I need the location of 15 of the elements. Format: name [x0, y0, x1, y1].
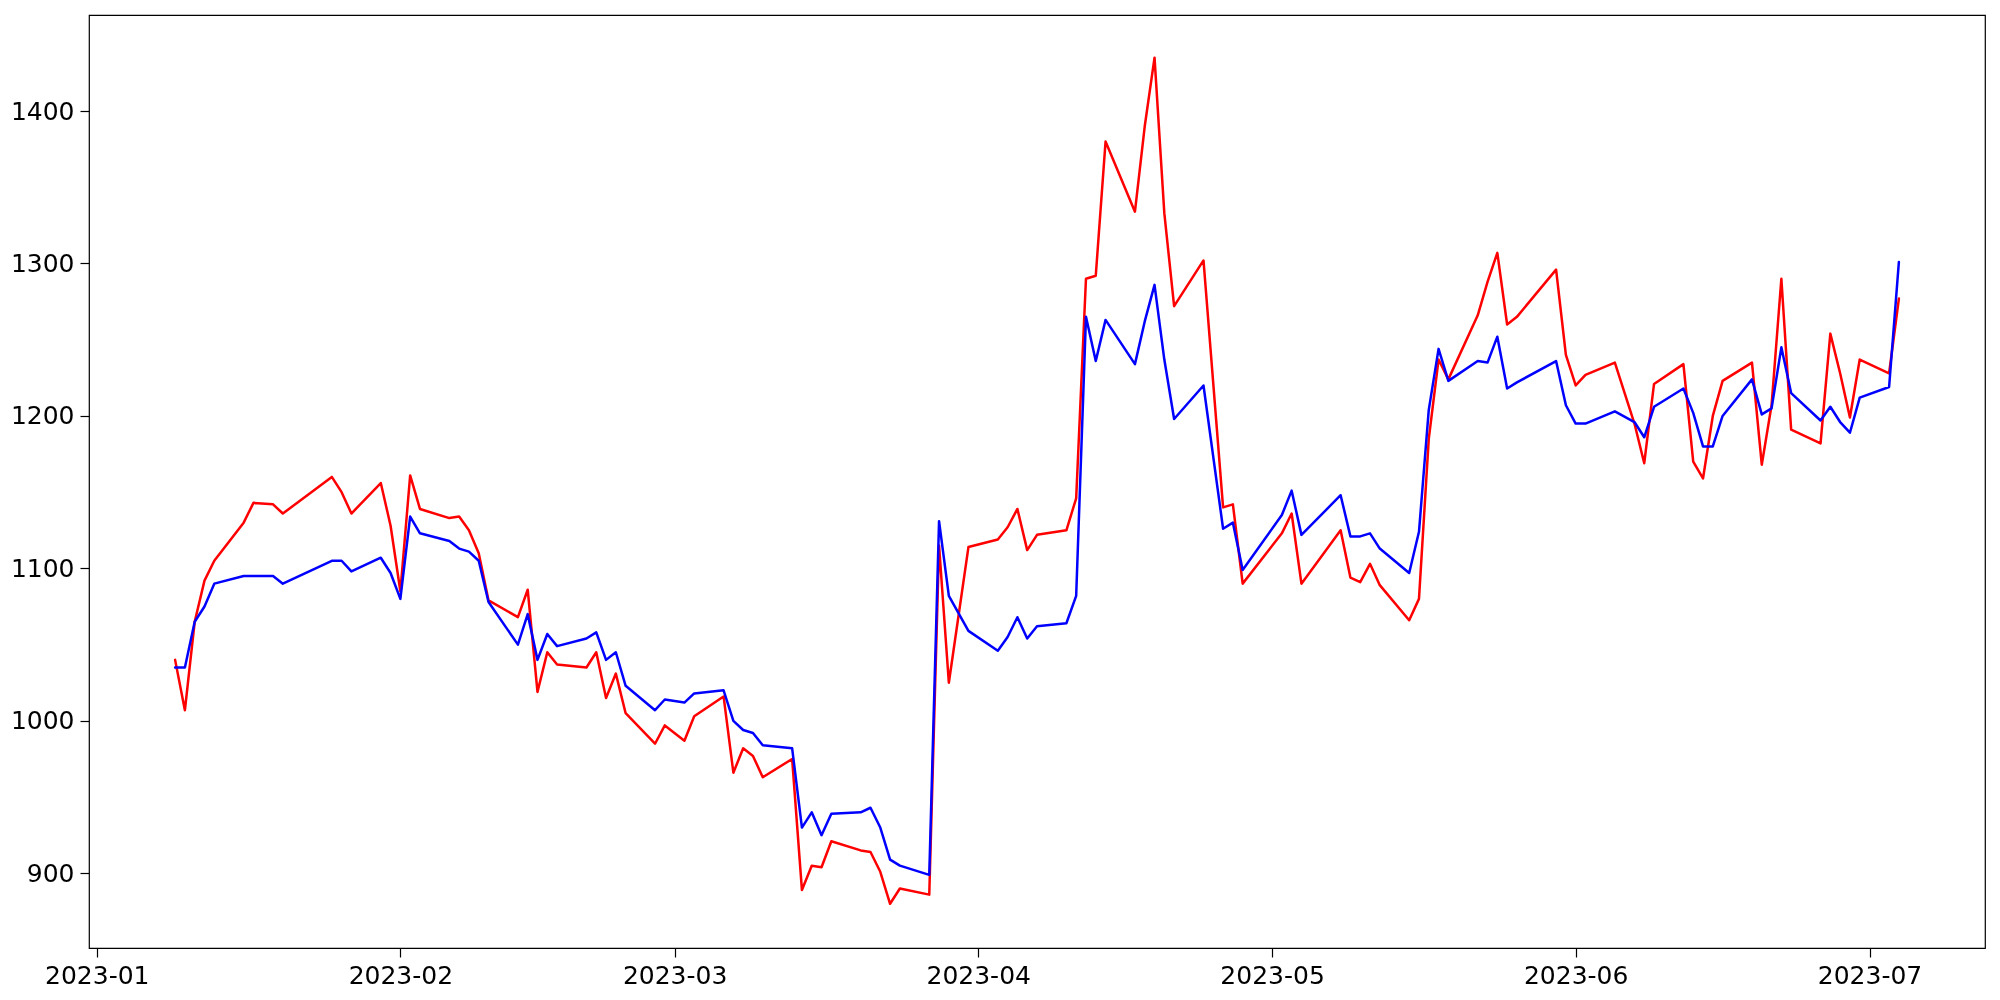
y-tick-label: 1100: [10, 553, 75, 583]
y-tick-label: 1300: [10, 249, 75, 278]
line-series: [173, 56, 1901, 906]
x-tick-label: 2023-01: [45, 960, 150, 990]
x-tick-label: 2023-07: [1817, 960, 1923, 990]
y-tick-label: 1400: [10, 96, 75, 126]
line-series: [173, 260, 1901, 877]
x-tick-label: 2023-05: [1220, 960, 1325, 990]
y-tick-label: 900: [26, 858, 75, 888]
x-tick-label: 2023-02: [348, 960, 454, 990]
y-tick-label: 1000: [10, 706, 75, 736]
y-tick-label: 1200: [10, 401, 75, 431]
x-tick-label: 2023-04: [926, 960, 1031, 990]
x-tick-label: 2023-03: [622, 960, 728, 990]
x-tick-label: 2023-06: [1523, 960, 1629, 990]
